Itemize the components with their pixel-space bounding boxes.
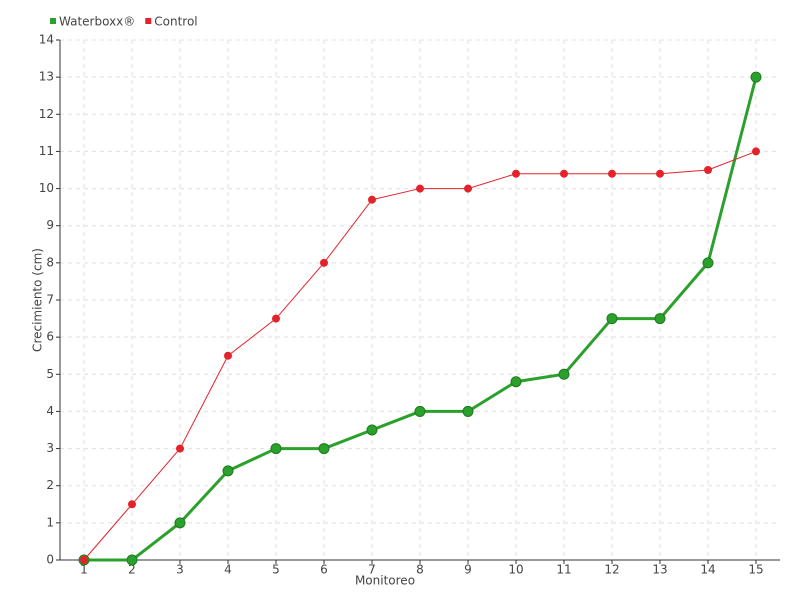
data-point	[654, 313, 666, 325]
y-tick-label: 14	[39, 33, 54, 47]
data-point	[464, 184, 472, 193]
x-tick-label: 9	[464, 563, 472, 577]
y-tick-label: 11	[39, 144, 54, 158]
data-point	[368, 195, 376, 204]
y-tick-label: 2	[46, 478, 54, 492]
x-tick-label: 8	[416, 563, 424, 577]
x-tick-label: 2	[128, 563, 136, 577]
data-point	[126, 554, 138, 566]
data-point	[272, 314, 280, 323]
y-tick-label: 4	[46, 404, 54, 418]
y-tick-label: 6	[46, 330, 54, 344]
data-point	[366, 424, 378, 436]
legend-swatch	[145, 18, 152, 24]
data-point	[414, 405, 426, 417]
x-tick-label: 4	[224, 563, 232, 577]
data-point	[512, 169, 520, 178]
x-tick-label: 14	[700, 563, 715, 577]
legend-label: Control	[154, 15, 197, 29]
data-point	[752, 147, 760, 156]
y-tick-label: 7	[46, 293, 54, 307]
data-point	[174, 517, 186, 529]
data-point	[222, 465, 234, 477]
data-point	[750, 71, 762, 83]
data-point	[270, 443, 282, 455]
data-point	[318, 443, 330, 455]
data-point	[80, 556, 88, 564]
data-point	[128, 500, 136, 509]
x-tick-label: 13	[652, 563, 667, 577]
data-point	[462, 405, 474, 417]
data-point	[510, 376, 522, 388]
y-tick-label: 8	[46, 255, 54, 269]
y-tick-label: 12	[39, 107, 54, 121]
data-point	[606, 313, 618, 325]
y-tick-label: 10	[39, 181, 54, 195]
x-tick-label: 7	[368, 563, 376, 577]
data-point	[416, 184, 424, 193]
data-point	[702, 257, 714, 269]
data-point	[558, 368, 570, 380]
y-tick-label: 9	[46, 218, 54, 232]
data-point	[704, 166, 712, 174]
x-tick-label: 15	[748, 563, 763, 577]
data-point	[656, 169, 664, 178]
legend-swatch	[50, 18, 56, 24]
x-tick-label: 12	[604, 563, 619, 577]
x-tick-label: 11	[556, 563, 571, 577]
x-tick-label: 1	[80, 563, 88, 577]
x-tick-label: 5	[272, 563, 280, 577]
data-point	[224, 351, 232, 360]
y-tick-label: 1	[46, 515, 54, 529]
data-point	[320, 258, 328, 267]
y-axis-label: Crecimiento (cm)	[31, 248, 45, 352]
y-tick-label: 0	[46, 553, 54, 567]
data-point	[608, 169, 616, 178]
x-tick-label: 6	[320, 563, 328, 577]
y-tick-label: 3	[46, 441, 54, 455]
x-axis-label: Monitoreo	[355, 574, 415, 588]
y-tick-label: 13	[39, 70, 54, 84]
x-tick-label: 3	[176, 563, 184, 577]
y-tick-label: 5	[46, 367, 54, 381]
data-point	[176, 444, 184, 453]
data-point	[560, 169, 568, 178]
x-tick-label: 10	[508, 563, 523, 577]
legend-label: Waterboxx®	[59, 15, 135, 29]
